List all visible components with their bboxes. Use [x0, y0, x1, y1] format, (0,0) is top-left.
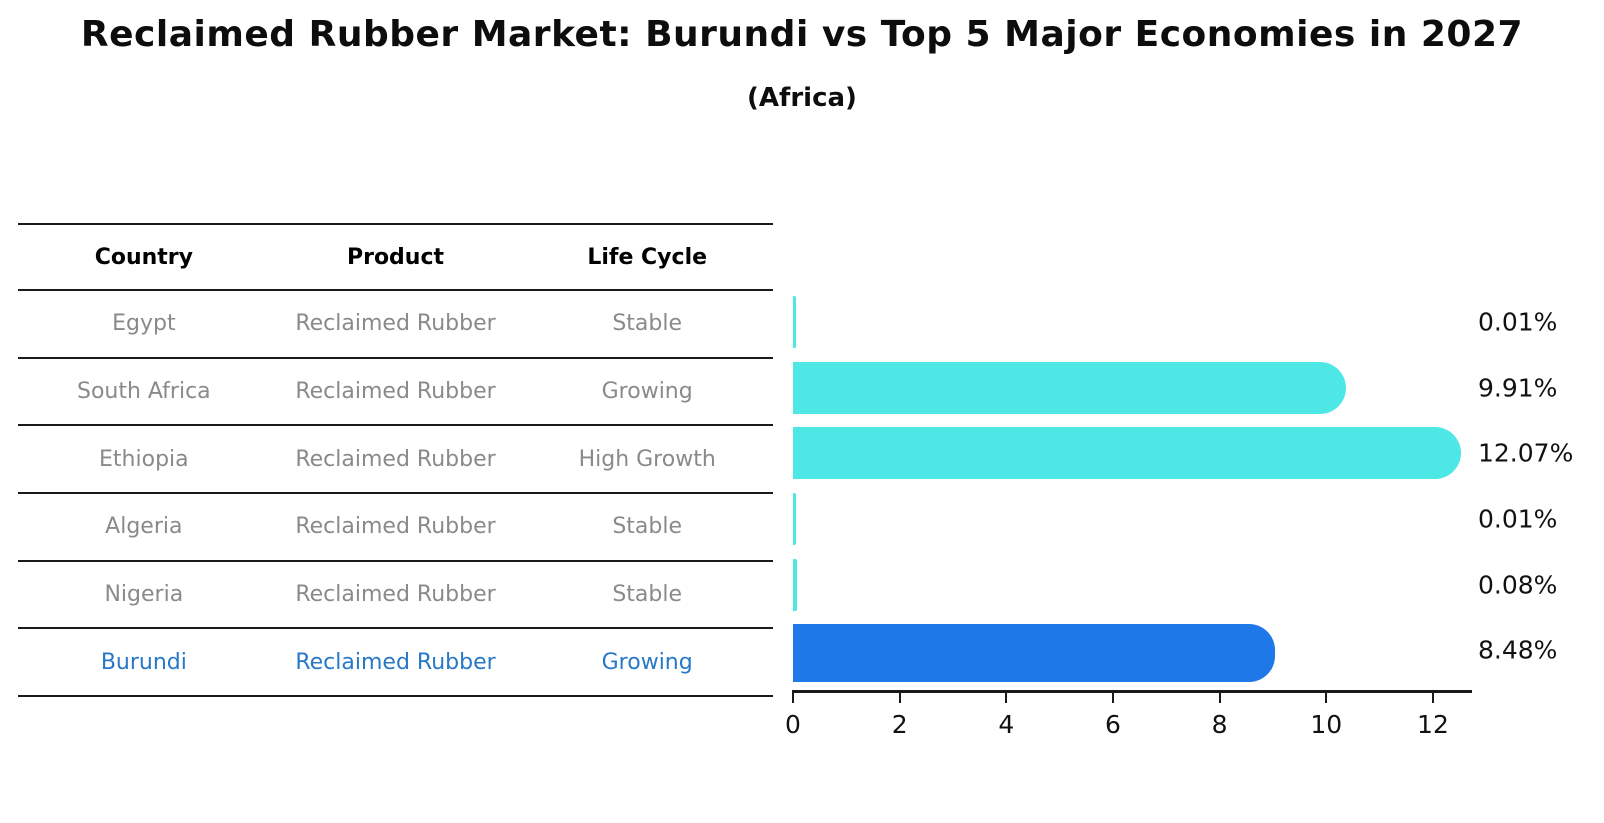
table-cell-lifecycle: Growing	[601, 379, 693, 405]
value-label: 0.08%	[1478, 570, 1558, 600]
chart-title: Reclaimed Rubber Market: Burundi vs Top …	[80, 14, 1524, 55]
table-cell-country: Burundi	[100, 649, 187, 675]
x-axis-tick	[1005, 693, 1008, 703]
table-cell-lifecycle: Stable	[612, 311, 683, 337]
table-cell-product: Reclaimed Rubber	[295, 514, 496, 540]
table-row: South Africa Reclaimed Rubber Growing	[18, 359, 773, 427]
value-label: 12.07%	[1478, 438, 1574, 468]
x-axis-tick	[1325, 693, 1328, 703]
value-label: 9.91%	[1478, 373, 1558, 403]
x-axis-line	[792, 690, 1472, 693]
table-row: Ethiopia Reclaimed Rubber High Growth	[18, 426, 773, 495]
table-cell-product: Reclaimed Rubber	[295, 311, 496, 337]
x-axis-tick	[1431, 693, 1434, 703]
bar-egypt	[793, 295, 796, 348]
bar-ethiopia	[793, 427, 1461, 480]
table-row: Burundi Reclaimed Rubber Growing	[18, 629, 773, 698]
table-cell-product: Reclaimed Rubber	[295, 582, 496, 608]
column-header-country: Country	[94, 244, 193, 270]
bar-highlight-burundi	[793, 624, 1276, 683]
table-row: Nigeria Reclaimed Rubber Stable	[18, 562, 773, 630]
x-axis-tick-label: 2	[891, 710, 908, 739]
table-cell-lifecycle: Stable	[612, 514, 683, 540]
x-axis-tick	[1218, 693, 1221, 703]
value-label: 0.01%	[1478, 307, 1558, 337]
x-axis-tick-label: 10	[1310, 710, 1343, 739]
table-body: Egypt Reclaimed Rubber Stable South Africa R…	[18, 291, 773, 698]
chart-subtitle: (Africa)	[747, 83, 857, 113]
x-axis-tick	[1111, 693, 1114, 703]
bar-south-africa	[793, 361, 1346, 414]
bar-algeria	[793, 492, 796, 545]
table-cell-country: Egypt	[112, 311, 176, 337]
table-cell-product: Reclaimed Rubber	[295, 446, 496, 472]
value-label: 8.48%	[1478, 635, 1558, 665]
bar-nigeria	[793, 558, 798, 611]
value-label: 0.01%	[1478, 504, 1558, 534]
table-cell-country: South Africa	[76, 379, 211, 405]
table-row: Egypt Reclaimed Rubber Stable	[18, 291, 773, 359]
x-axis-tick-label: 6	[1105, 710, 1121, 739]
country-table: Country Product Life Cycle Egypt Reclaime…	[18, 223, 773, 698]
column-header-lifecycle: Life Cycle	[587, 244, 708, 270]
table-cell-lifecycle: High Growth	[578, 446, 716, 472]
table-cell-product: Reclaimed Rubber	[295, 379, 496, 405]
x-axis-tick-label: 4	[998, 710, 1015, 739]
table-header-row: Country Product Life Cycle	[18, 223, 773, 291]
table-cell-lifecycle: Stable	[612, 582, 683, 608]
x-axis-tick-label: 0	[785, 710, 801, 739]
table-cell-country: Ethiopia	[99, 446, 189, 472]
table-cell-product: Reclaimed Rubber	[295, 649, 496, 675]
x-axis-tick	[792, 693, 794, 703]
x-axis-tick-label: 12	[1417, 710, 1449, 739]
table-row: Algeria Reclaimed Rubber Stable	[18, 494, 773, 562]
table-cell-country: Nigeria	[104, 582, 184, 608]
x-axis-tick-label: 8	[1211, 710, 1228, 739]
table-cell-lifecycle: Growing	[601, 649, 693, 675]
table-cell-country: Algeria	[105, 514, 183, 540]
x-axis-tick	[898, 693, 901, 703]
column-header-product: Product	[346, 244, 445, 270]
